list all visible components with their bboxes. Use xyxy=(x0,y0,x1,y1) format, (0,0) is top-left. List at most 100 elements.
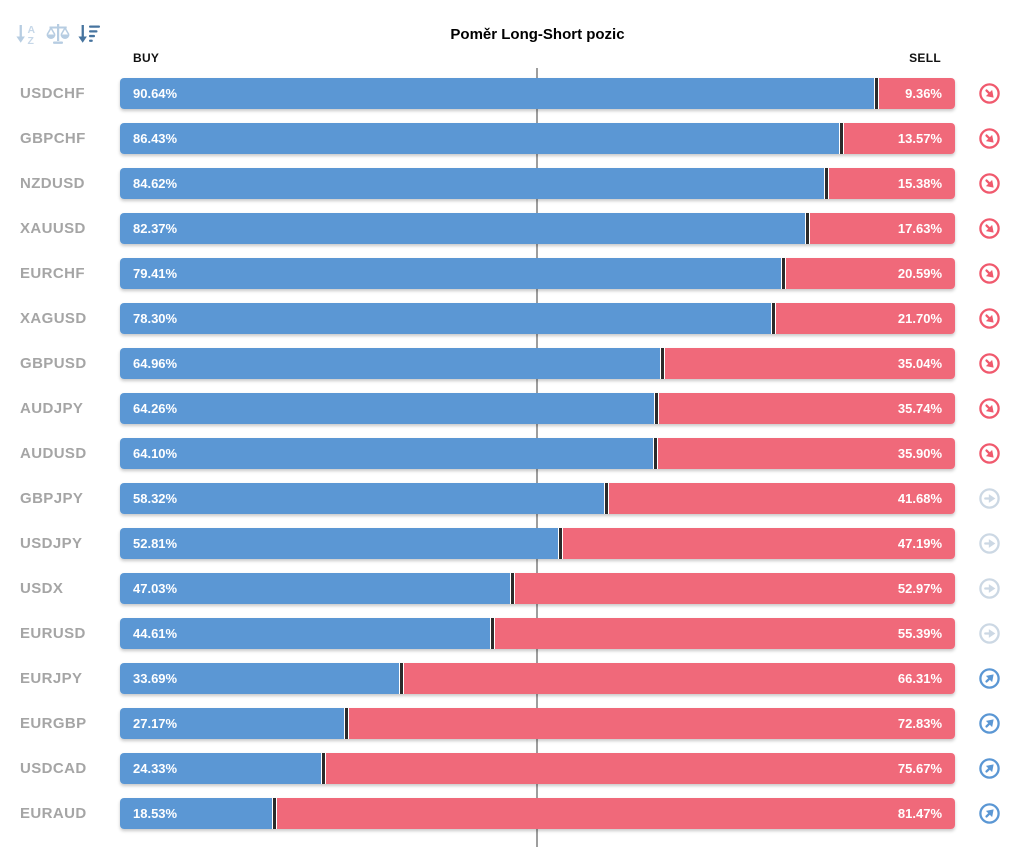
long-short-bar: 47.03% 52.97% xyxy=(120,573,955,604)
signal-trend-up-icon[interactable] xyxy=(978,802,1001,825)
instrument-label: XAGUSD xyxy=(20,310,87,327)
segment-divider xyxy=(605,483,609,514)
balance-scale-icon xyxy=(44,20,72,48)
chart-row: USDCAD 24.33% 75.67% xyxy=(0,753,1023,784)
segment-divider xyxy=(660,348,664,379)
chart-row: EURJPY 33.69% 66.31% xyxy=(0,663,1023,694)
signal-trend-down-icon[interactable] xyxy=(978,397,1001,420)
svg-text:Z: Z xyxy=(28,35,35,47)
chart-row: GBPUSD 64.96% 35.04% xyxy=(0,348,1023,379)
segment-divider xyxy=(511,573,515,604)
signal-trend-neutral-icon[interactable] xyxy=(978,577,1001,600)
sort-alphabetical-icon: A Z xyxy=(13,20,41,48)
signal-trend-down-icon[interactable] xyxy=(978,262,1001,285)
instrument-label: USDCAD xyxy=(20,760,87,777)
sell-segment xyxy=(606,483,955,514)
sell-percent: 13.57% xyxy=(897,131,942,146)
instrument-label: GBPJPY xyxy=(20,490,84,507)
buy-percent: 44.61% xyxy=(133,626,178,641)
signal-trend-down-icon[interactable] xyxy=(978,172,1001,195)
instrument-label: NZDUSD xyxy=(20,175,85,192)
sell-segment xyxy=(560,528,955,559)
buy-segment xyxy=(120,618,493,649)
buy-segment xyxy=(120,213,808,244)
signal-trend-down-icon[interactable] xyxy=(978,352,1001,375)
buy-segment xyxy=(120,573,513,604)
buy-percent: 47.03% xyxy=(133,581,178,596)
instrument-label: EURGBP xyxy=(20,715,87,732)
long-short-bar: 86.43% 13.57% xyxy=(120,123,955,154)
long-short-bar: 24.33% 75.67% xyxy=(120,753,955,784)
long-short-bar: 90.64% 9.36% xyxy=(120,78,955,109)
signal-trend-down-icon[interactable] xyxy=(978,82,1001,105)
signal-trend-up-icon[interactable] xyxy=(978,667,1001,690)
sort-alphabetical-button[interactable]: A Z xyxy=(13,20,41,48)
buy-segment xyxy=(120,258,784,289)
sell-percent: 66.31% xyxy=(897,671,942,686)
chart-row: USDCHF 90.64% 9.36% xyxy=(0,78,1023,109)
sell-percent: 75.67% xyxy=(897,761,942,776)
sort-amount-desc-button[interactable] xyxy=(75,20,103,48)
instrument-label: GBPCHF xyxy=(20,130,86,147)
segment-divider xyxy=(399,663,403,694)
buy-percent: 58.32% xyxy=(133,491,178,506)
buy-percent: 90.64% xyxy=(133,86,178,101)
segment-divider xyxy=(806,213,810,244)
long-short-bar: 18.53% 81.47% xyxy=(120,798,955,829)
signal-trend-down-icon[interactable] xyxy=(978,217,1001,240)
sell-segment xyxy=(512,573,955,604)
signal-trend-up-icon[interactable] xyxy=(978,712,1001,735)
chart-row: EURGBP 27.17% 72.83% xyxy=(0,708,1023,739)
buy-percent: 84.62% xyxy=(133,176,178,191)
instrument-label: USDX xyxy=(20,580,64,597)
instrument-label: XAUUSD xyxy=(20,220,86,237)
chart-row: EURUSD 44.61% 55.39% xyxy=(0,618,1023,649)
sell-column-header: SELL xyxy=(909,51,941,65)
buy-segment xyxy=(120,168,827,199)
signal-trend-neutral-icon[interactable] xyxy=(978,622,1001,645)
sell-percent: 35.90% xyxy=(897,446,942,461)
long-short-bar: 44.61% 55.39% xyxy=(120,618,955,649)
sell-segment xyxy=(826,168,955,199)
chart-row: EURAUD 18.53% 81.47% xyxy=(0,798,1023,829)
signal-trend-neutral-icon[interactable] xyxy=(978,532,1001,555)
sell-segment xyxy=(274,798,955,829)
long-short-bar: 52.81% 47.19% xyxy=(120,528,955,559)
instrument-label: GBPUSD xyxy=(20,355,87,372)
buy-segment xyxy=(120,798,275,829)
buy-percent: 27.17% xyxy=(133,716,178,731)
buy-percent: 64.10% xyxy=(133,446,178,461)
signal-trend-down-icon[interactable] xyxy=(978,127,1001,150)
sell-percent: 55.39% xyxy=(897,626,942,641)
segment-divider xyxy=(840,123,844,154)
buy-segment xyxy=(120,753,324,784)
long-short-bar: 79.41% 20.59% xyxy=(120,258,955,289)
sort-balance-button[interactable] xyxy=(44,20,72,48)
buy-percent: 78.30% xyxy=(133,311,178,326)
signal-trend-down-icon[interactable] xyxy=(978,307,1001,330)
sell-segment xyxy=(492,618,955,649)
sell-segment xyxy=(656,393,955,424)
instrument-label: USDCHF xyxy=(20,85,85,102)
sell-segment xyxy=(876,78,955,109)
signal-trend-neutral-icon[interactable] xyxy=(978,487,1001,510)
chart-row: AUDJPY 64.26% 35.74% xyxy=(0,393,1023,424)
sell-segment xyxy=(773,303,955,334)
sell-percent: 35.74% xyxy=(897,401,942,416)
chart-row: AUDUSD 64.10% 35.90% xyxy=(0,438,1023,469)
chart-row: GBPCHF 86.43% 13.57% xyxy=(0,123,1023,154)
signal-trend-up-icon[interactable] xyxy=(978,757,1001,780)
long-short-bar: 27.17% 72.83% xyxy=(120,708,955,739)
chart-row: XAGUSD 78.30% 21.70% xyxy=(0,303,1023,334)
sell-percent: 47.19% xyxy=(897,536,942,551)
segment-divider xyxy=(490,618,494,649)
signal-trend-down-icon[interactable] xyxy=(978,442,1001,465)
buy-segment xyxy=(120,393,657,424)
long-short-bar: 84.62% 15.38% xyxy=(120,168,955,199)
buy-percent: 82.37% xyxy=(133,221,178,236)
instrument-label: AUDJPY xyxy=(20,400,84,417)
instrument-label: USDJPY xyxy=(20,535,83,552)
instrument-label: AUDUSD xyxy=(20,445,87,462)
buy-segment xyxy=(120,663,402,694)
buy-percent: 52.81% xyxy=(133,536,178,551)
